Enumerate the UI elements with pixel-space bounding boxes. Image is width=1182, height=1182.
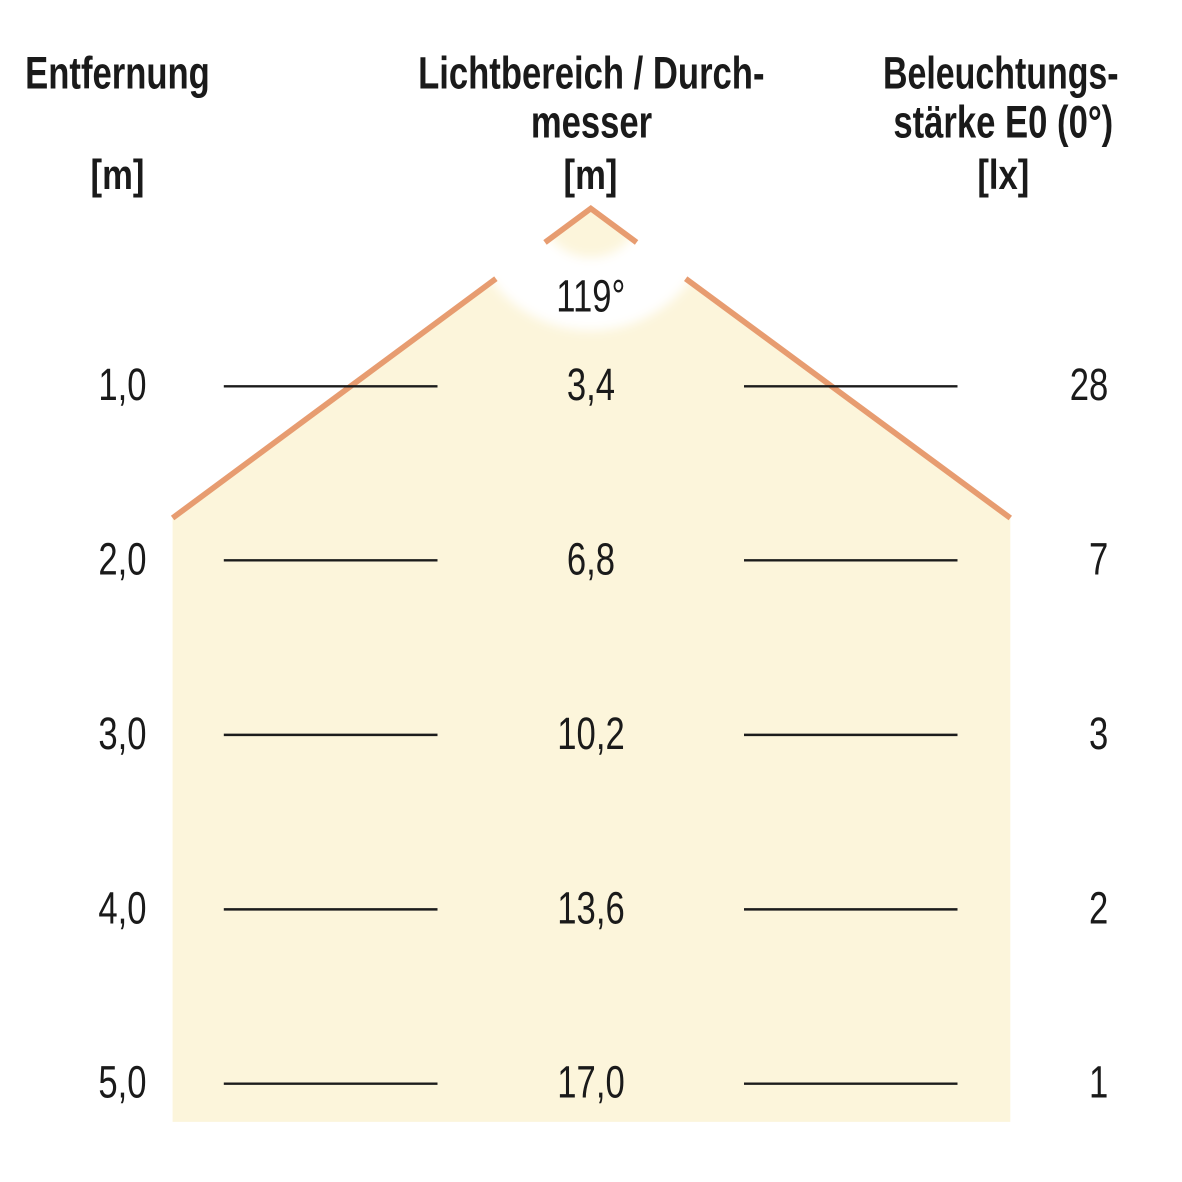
- svg-text:[m]: [m]: [91, 152, 145, 199]
- svg-text:1: 1: [1089, 1057, 1108, 1107]
- svg-text:Beleuchtungs-: Beleuchtungs-: [883, 49, 1119, 99]
- svg-text:3,0: 3,0: [98, 709, 146, 759]
- svg-text:2: 2: [1089, 883, 1108, 933]
- svg-text:1,0: 1,0: [98, 360, 146, 410]
- svg-text:3,4: 3,4: [567, 360, 615, 410]
- svg-text:6,8: 6,8: [567, 534, 615, 584]
- svg-text:Entfernung: Entfernung: [25, 48, 210, 98]
- svg-text:4,0: 4,0: [98, 883, 146, 933]
- svg-text:17,0: 17,0: [557, 1057, 624, 1107]
- svg-text:2,0: 2,0: [98, 534, 146, 584]
- svg-text:messer: messer: [531, 97, 653, 147]
- svg-text:13,6: 13,6: [557, 883, 624, 933]
- svg-text:10,2: 10,2: [557, 709, 624, 759]
- svg-text:[m]: [m]: [564, 152, 618, 199]
- svg-text:Lichtbereich / Durch-: Lichtbereich / Durch-: [418, 48, 764, 98]
- svg-text:7: 7: [1089, 534, 1108, 584]
- svg-text:stärke E0 (0°): stärke E0 (0°): [893, 97, 1113, 147]
- svg-text:5,0: 5,0: [98, 1057, 146, 1107]
- svg-text:119°: 119°: [556, 271, 625, 321]
- svg-text:28: 28: [1070, 360, 1109, 410]
- svg-text:[lx]: [lx]: [977, 152, 1029, 199]
- svg-text:3: 3: [1089, 709, 1108, 759]
